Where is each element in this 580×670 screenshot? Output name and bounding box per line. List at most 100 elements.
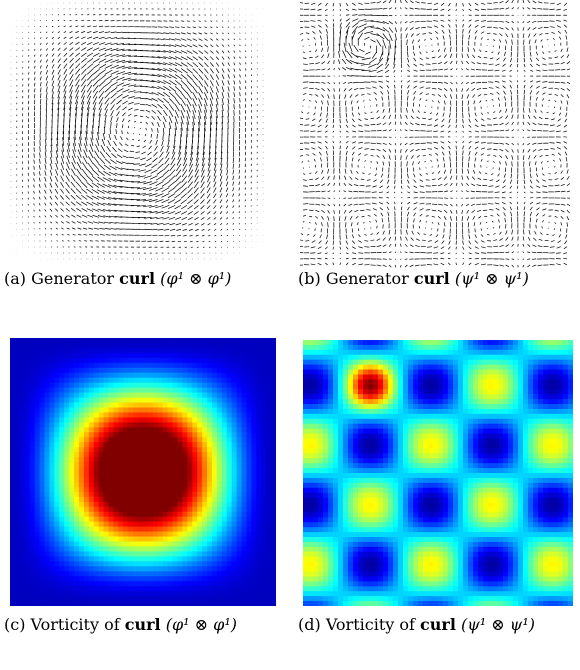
heat-cell	[14, 407, 21, 413]
arrow	[116, 88, 124, 93]
arrow	[91, 195, 100, 200]
arrow	[511, 142, 514, 146]
arrow	[204, 62, 209, 68]
heat-cell	[24, 342, 31, 349]
heat-cell	[98, 576, 104, 582]
heat-cell	[59, 531, 65, 537]
arrow	[76, 168, 82, 176]
arrow	[312, 152, 316, 156]
arrow	[88, 149, 94, 158]
heat-cell	[14, 397, 21, 403]
arrow	[174, 86, 182, 93]
heat-cell	[10, 352, 16, 359]
heat-cell	[49, 362, 55, 369]
arrow	[214, 157, 217, 166]
arrow	[102, 196, 111, 200]
heat-cell	[39, 387, 45, 393]
arrow	[386, 85, 390, 89]
arrow	[474, 35, 477, 40]
arrow	[232, 151, 235, 158]
arrow	[239, 56, 241, 59]
arrow	[556, 146, 561, 150]
arrow	[75, 84, 80, 93]
arrow	[163, 38, 171, 41]
arrow	[499, 251, 505, 254]
arrow	[94, 234, 99, 236]
heat-cell	[69, 437, 75, 443]
arrow	[132, 169, 140, 171]
arrow	[536, 63, 541, 67]
heat-cell	[44, 601, 50, 606]
arrow	[88, 156, 94, 164]
arrow	[309, 215, 313, 218]
arrow	[134, 91, 142, 93]
heat-cell	[34, 347, 40, 354]
arrow	[409, 251, 414, 254]
heat-cell	[83, 382, 90, 389]
heat-cell	[39, 397, 45, 403]
arrow	[413, 96, 415, 101]
arrow	[305, 32, 310, 34]
arrow	[209, 110, 213, 119]
arrow	[121, 130, 123, 135]
arrow	[327, 175, 330, 180]
arrow	[188, 222, 193, 226]
arrow	[345, 252, 349, 255]
arrow	[566, 47, 569, 52]
arrow	[233, 44, 236, 47]
heat-cell	[34, 467, 40, 473]
arrow	[321, 47, 324, 52]
arrow	[343, 190, 347, 193]
arrow	[56, 131, 59, 140]
arrow	[175, 32, 181, 35]
arrow	[437, 215, 441, 219]
arrow	[44, 208, 47, 212]
heat-cell	[108, 342, 114, 349]
arrow	[456, 68, 458, 71]
arrow	[565, 112, 568, 117]
arrow	[213, 163, 217, 171]
heat-cell	[64, 546, 70, 552]
heat-cell	[88, 467, 95, 473]
arrow	[343, 42, 347, 52]
heat-cell	[93, 472, 100, 478]
arrow	[556, 246, 561, 249]
heat-cell	[108, 387, 114, 393]
arrow	[404, 142, 408, 146]
heat-cell	[93, 591, 100, 597]
arrow	[511, 161, 513, 167]
heat-cell	[39, 586, 45, 592]
arrow	[495, 63, 500, 66]
heat-cell	[83, 551, 90, 557]
arrow	[376, 1, 382, 4]
arrow	[65, 175, 70, 182]
heat-cell	[29, 591, 36, 597]
heat-cell	[78, 566, 85, 572]
arrow	[98, 36, 105, 40]
arrow	[474, 146, 479, 150]
heat-cell	[10, 432, 16, 438]
arrow	[404, 243, 408, 247]
arrow	[45, 42, 48, 45]
arrow	[232, 187, 235, 192]
arrow	[327, 94, 330, 99]
heat-cell	[83, 531, 90, 537]
heat-cell	[74, 546, 80, 552]
arrow	[467, 168, 470, 174]
arrow	[480, 31, 485, 34]
arrow	[442, 35, 445, 40]
heat-cell	[24, 392, 31, 398]
heat-cell	[98, 362, 104, 369]
arrow	[529, 201, 534, 205]
arrow	[307, 38, 310, 40]
arrow	[368, 63, 377, 68]
arrow	[351, 146, 356, 150]
arrow	[108, 209, 117, 212]
arrow	[551, 32, 555, 34]
arrow	[478, 171, 482, 174]
arrow	[98, 42, 106, 45]
arrow	[332, 118, 335, 124]
arrow	[38, 164, 41, 170]
arrow	[400, 7, 402, 10]
heat-cell	[88, 397, 95, 403]
